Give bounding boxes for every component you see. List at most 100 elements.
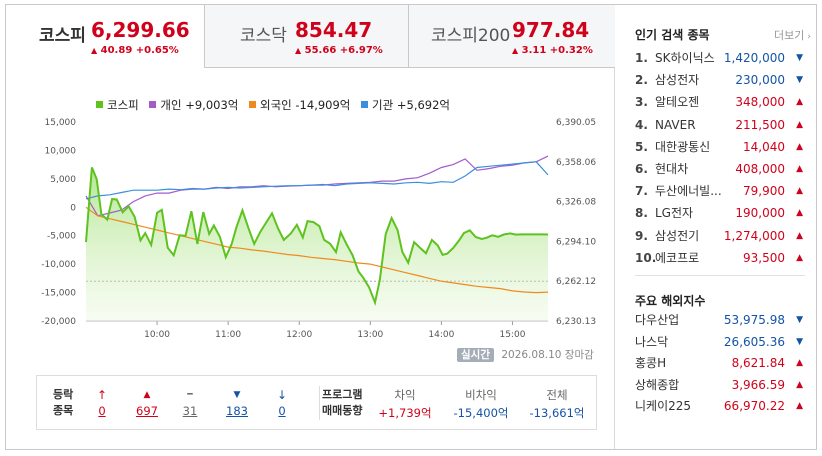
popular-item[interactable]: 3. 알테오젠 348,000 ▲ — [635, 91, 805, 113]
rank-number: 4. — [635, 117, 648, 132]
down-arrow-icon: ▼ — [796, 75, 803, 86]
legend-kospi-label: 코스피 — [107, 98, 139, 112]
stock-price: 1,274,000 — [723, 228, 785, 243]
market-index-widget: 코스피 6,299.66 ▲ 40.89 +0.65% 코스닥 854.47 ▲… — [5, 4, 817, 450]
up-arrow-icon: ▲ — [796, 186, 803, 197]
breadth-label: 등락 종목 — [53, 387, 73, 419]
popular-item[interactable]: 10. 에코프로 93,500 ▲ — [635, 247, 805, 269]
legend-foreign-label: 외국인 -14,909억 — [260, 98, 351, 112]
overseas-index-item[interactable]: 니케이225 66,970.22 ▲ — [635, 395, 805, 417]
y-left-tick-label: 15,000 — [45, 118, 77, 128]
breadth-lower-limit: ↓ 0 — [269, 387, 295, 419]
y-right-tick-label: 6,326.08 — [556, 198, 596, 208]
tab-kospi-change: ▲ 40.89 +0.65% — [91, 45, 179, 56]
stock-name[interactable]: LG전자 — [655, 206, 694, 221]
program-arbitrage-header: 차익 — [394, 388, 416, 402]
rank-number: 7. — [635, 184, 648, 199]
rise-arrow-icon: ▲ — [143, 390, 151, 400]
popular-item[interactable]: 8. LG전자 190,000 ▲ — [635, 202, 805, 224]
rank-number: 6. — [635, 162, 648, 176]
program-arbitrage-value: +1,739억 — [378, 406, 432, 420]
stock-name[interactable]: 삼성전기 — [655, 228, 700, 243]
tab-kospi[interactable]: 코스피 6,299.66 ▲ 40.89 +0.65% — [6, 5, 204, 68]
stock-name[interactable]: 알테오젠 — [655, 95, 700, 110]
overseas-index-item[interactable]: 상해종합 3,966.59 ▲ — [635, 374, 805, 396]
stock-name[interactable]: 현대차 — [655, 162, 689, 176]
timestamp: 실시간 2026.08.10 장마감 — [457, 347, 594, 362]
popular-item[interactable]: 4. NAVER 211,500 ▲ — [635, 114, 805, 136]
program-total-value: -13,661억 — [529, 406, 585, 420]
popular-item[interactable]: 1. SK하이닉스 1,420,000 ▼ — [635, 47, 805, 69]
stock-name[interactable]: 대한광통신 — [655, 139, 711, 154]
index-name[interactable]: 홍콩H — [635, 356, 667, 370]
index-name[interactable]: 나스닥 — [635, 334, 669, 349]
program-label-line1: 프로그램 — [322, 388, 363, 401]
popular-item[interactable]: 2. 삼성전자 230,000 ▼ — [635, 69, 805, 91]
rank-number: 3. — [635, 95, 648, 110]
rank-number: 2. — [635, 73, 648, 88]
series-line-individual — [85, 155, 549, 217]
popular-item[interactable]: 6. 현대차 408,000 ▲ — [635, 158, 805, 180]
side-panel: 인기 검색 종목 더보기 › 1. SK하이닉스 1,420,000 ▼ 2. 삼성전자 2… — [616, 5, 816, 449]
stock-name[interactable]: 에코프로 — [655, 250, 700, 265]
index-name[interactable]: 상해종합 — [635, 377, 680, 392]
rank-number: 9. — [635, 228, 648, 243]
legend-foreign: 외국인 -14,909억 — [249, 97, 350, 113]
popular-item[interactable]: 5. 대한광통신 14,040 ▲ — [635, 136, 805, 158]
realtime-badge: 실시간 — [457, 348, 494, 362]
legend-kospi: 코스피 — [96, 97, 139, 113]
divider — [319, 386, 320, 420]
tab-kospi-value: 6,299.66 — [91, 18, 190, 42]
series-line-institution — [85, 161, 549, 200]
popular-item[interactable]: 7. 두산에너빌... 79,900 ▲ — [635, 180, 805, 202]
stock-name[interactable]: SK하이닉스 — [655, 51, 715, 65]
stock-name[interactable]: 삼성전자 — [655, 73, 700, 88]
x-tick-label: 12:00 — [286, 330, 312, 340]
legend-institution-label: 기관 +5,692억 — [372, 98, 450, 112]
stock-price: 190,000 — [735, 206, 785, 221]
y-left-tick-label: -20,000 — [41, 317, 76, 327]
y-right-tick-label: 6,358.06 — [556, 158, 596, 168]
y-right-tick-label: 6,390.05 — [556, 118, 596, 128]
stock-price: 230,000 — [735, 73, 785, 88]
overseas-title: 주요 해외지수 — [635, 294, 706, 308]
fall-count[interactable]: 183 — [226, 404, 248, 418]
more-link[interactable]: 더보기 › — [774, 27, 811, 43]
y-left-tick-label: -10,000 — [41, 260, 76, 270]
legend-institution: 기관 +5,692억 — [361, 97, 450, 113]
y-right-tick-label: 6,294.10 — [556, 237, 596, 247]
tab-kospi-change-text: 40.89 +0.65% — [100, 45, 179, 56]
popular-item[interactable]: 9. 삼성전기 1,274,000 ▲ — [635, 225, 805, 247]
tab-kospi200[interactable]: 코스피200 977.84 ▲ 3.11 +0.32% — [408, 5, 615, 68]
y-left-tick-label: 5,000 — [50, 175, 76, 185]
stock-price: 348,000 — [735, 95, 785, 110]
breadth-label-line1: 등락 — [53, 388, 74, 401]
breadth-label-line2: 종목 — [53, 404, 74, 417]
upper-limit-count[interactable]: 0 — [98, 404, 106, 418]
stock-price: 1,420,000 — [723, 51, 785, 65]
tab-kosdaq-change: ▲ 55.66 +6.97% — [295, 45, 383, 56]
x-tick-label: 15:00 — [499, 330, 525, 340]
flat-count[interactable]: 31 — [182, 404, 198, 418]
stock-price: 14,040 — [743, 139, 785, 154]
up-arrow-icon: ▲ — [295, 46, 302, 55]
program-total-header: 전체 — [546, 388, 568, 402]
tab-kospi200-value: 977.84 — [512, 18, 590, 42]
tab-kosdaq[interactable]: 코스닥 854.47 ▲ 55.66 +6.97% — [204, 5, 408, 68]
down-arrow-icon: ▼ — [796, 315, 803, 325]
index-name[interactable]: 니케이225 — [635, 399, 692, 413]
overseas-index-item[interactable]: 나스닥 26,605.36 ▼ — [635, 331, 805, 353]
breadth-flat: ━ 31 — [177, 387, 203, 419]
lower-limit-count[interactable]: 0 — [278, 404, 286, 418]
rank-number: 5. — [635, 139, 648, 154]
overseas-index-item[interactable]: 다우산업 53,975.98 ▼ — [635, 309, 805, 331]
chevron-right-icon: › — [804, 32, 811, 42]
stock-name[interactable]: NAVER — [655, 117, 696, 132]
rise-count[interactable]: 697 — [136, 404, 158, 418]
stock-name[interactable]: 두산에너빌... — [655, 184, 722, 199]
y-left-tick-label: -15,000 — [41, 289, 76, 299]
overseas-index-item[interactable]: 홍콩H 8,621.84 ▲ — [635, 352, 805, 374]
tab-kospi200-name: 코스피200 — [431, 26, 511, 46]
index-name[interactable]: 다우산업 — [635, 313, 680, 327]
upper-limit-arrow-icon: ↑ — [96, 388, 108, 402]
